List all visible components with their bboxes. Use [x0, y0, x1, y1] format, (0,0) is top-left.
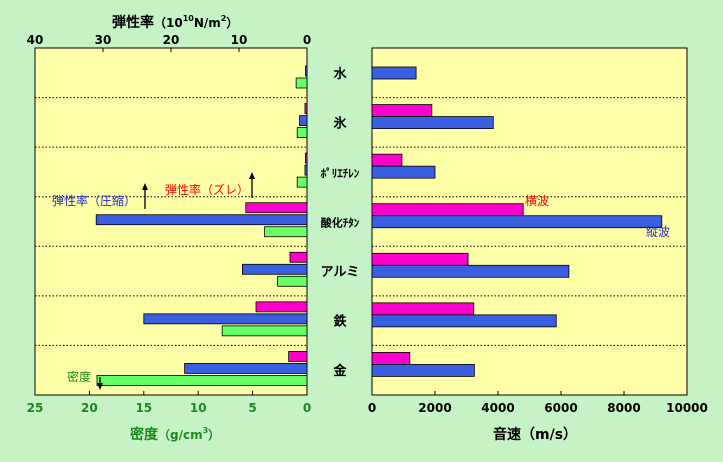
- left-bar-shear: [289, 251, 308, 263]
- right-bar-transverse: [371, 153, 403, 167]
- left-bar-compression: [305, 65, 308, 77]
- left-bar-shear: [255, 301, 308, 313]
- bottom-tick-label: 20: [81, 401, 98, 415]
- bottom-tick-label: 15: [135, 401, 152, 415]
- right-grid: [372, 97, 687, 346]
- top-tick-label: 20: [163, 33, 180, 47]
- right-bar-transverse: [371, 302, 475, 316]
- left-bar-compression: [241, 263, 308, 275]
- right-tick-label: 2000: [418, 401, 451, 415]
- left-bar-shear: [245, 202, 308, 214]
- top-tick-label: 30: [95, 33, 112, 47]
- left-bar-compression: [299, 115, 308, 126]
- top-tick-label: 0: [303, 33, 311, 47]
- shear-arrow-head: [249, 172, 255, 179]
- left-bar-density: [221, 325, 308, 337]
- right-tick-label: 0: [368, 401, 376, 415]
- right-bar-longitudinal: [371, 116, 494, 129]
- bottom-tick-label: 25: [27, 401, 44, 415]
- right-bar-longitudinal: [371, 215, 663, 229]
- left-bars: [95, 65, 308, 386]
- category-label: 鉄: [333, 314, 346, 330]
- right-bar-longitudinal: [371, 264, 570, 278]
- left-bar-density: [264, 226, 308, 238]
- compression-arrow-head: [142, 183, 148, 190]
- left-bar-compression: [95, 214, 308, 226]
- left-bar-compression: [143, 313, 308, 325]
- right-bars: [371, 66, 663, 377]
- bottom-tick-label: 0: [303, 401, 311, 415]
- left-bar-compression: [304, 164, 308, 176]
- density-annotation: 密度: [67, 369, 91, 384]
- transverse-label: 横波: [525, 194, 549, 208]
- left-bar-density: [296, 176, 308, 188]
- left-bar-compression: [184, 363, 308, 374]
- category-label: 水: [333, 66, 347, 82]
- top-tick-label: 40: [27, 33, 44, 47]
- bottom-tick-label: 10: [190, 401, 207, 415]
- category-label: ﾎﾟﾘｴﾁﾚﾝ: [321, 166, 360, 180]
- density-arrow-head: [97, 383, 103, 390]
- right-bar-transverse: [371, 352, 411, 365]
- bottom-axis-title: 密度（g/cm3）: [129, 426, 220, 443]
- compression-annotation: 弾性率（圧縮）: [52, 193, 136, 208]
- category-label: アルミ: [321, 265, 360, 280]
- bottom-axis-ticks: 0 5 10 15 20 25: [27, 391, 311, 415]
- right-tick-label: 8000: [607, 401, 640, 415]
- category-label: 酸化ﾁﾀﾝ: [321, 216, 360, 230]
- right-axis-ticks: 0 2000 4000 6000 8000 10000: [368, 391, 708, 415]
- longitudinal-label: 縦波: [646, 225, 670, 239]
- right-bar-longitudinal: [371, 314, 557, 328]
- right-tick-label: 6000: [544, 401, 577, 415]
- right-bar-transverse: [371, 252, 469, 266]
- right-tick-label: 10000: [666, 401, 708, 415]
- left-bar-density: [295, 77, 308, 89]
- left-bar-shear: [288, 351, 308, 362]
- top-axis-title: 弾性率（1010N/m2）: [112, 14, 238, 31]
- shear-annotation: 弾性率（ズレ）: [165, 182, 249, 197]
- right-bar-transverse: [371, 104, 433, 117]
- right-tick-label: 4000: [481, 401, 514, 415]
- bottom-tick-label: 5: [248, 401, 256, 415]
- right-bar-transverse: [371, 203, 524, 217]
- left-bar-shear: [305, 152, 308, 164]
- top-axis-ticks: 0 10 20 30 40: [27, 33, 311, 52]
- right-panel: 0 2000 4000 6000 8000 10000 音速（m/s） 横波 縦波: [368, 47, 708, 443]
- right-bar-longitudinal: [371, 165, 436, 179]
- left-bar-density: [277, 275, 308, 287]
- left-bar-density: [296, 127, 308, 138]
- top-tick-label: 10: [231, 33, 248, 47]
- right-bar-longitudinal: [371, 364, 475, 377]
- category-label: 氷: [333, 115, 347, 131]
- right-axis-title: 音速（m/s）: [493, 426, 577, 443]
- left-bar-shear: [304, 103, 308, 114]
- category-label: 金: [332, 363, 347, 379]
- right-bar-longitudinal: [371, 66, 417, 80]
- left-panel: 0 10 20 30 40 0 5 10 15 20 25 弾性率（1010N/m2） 密度（g/…: [27, 14, 312, 443]
- left-bar-density: [96, 375, 308, 386]
